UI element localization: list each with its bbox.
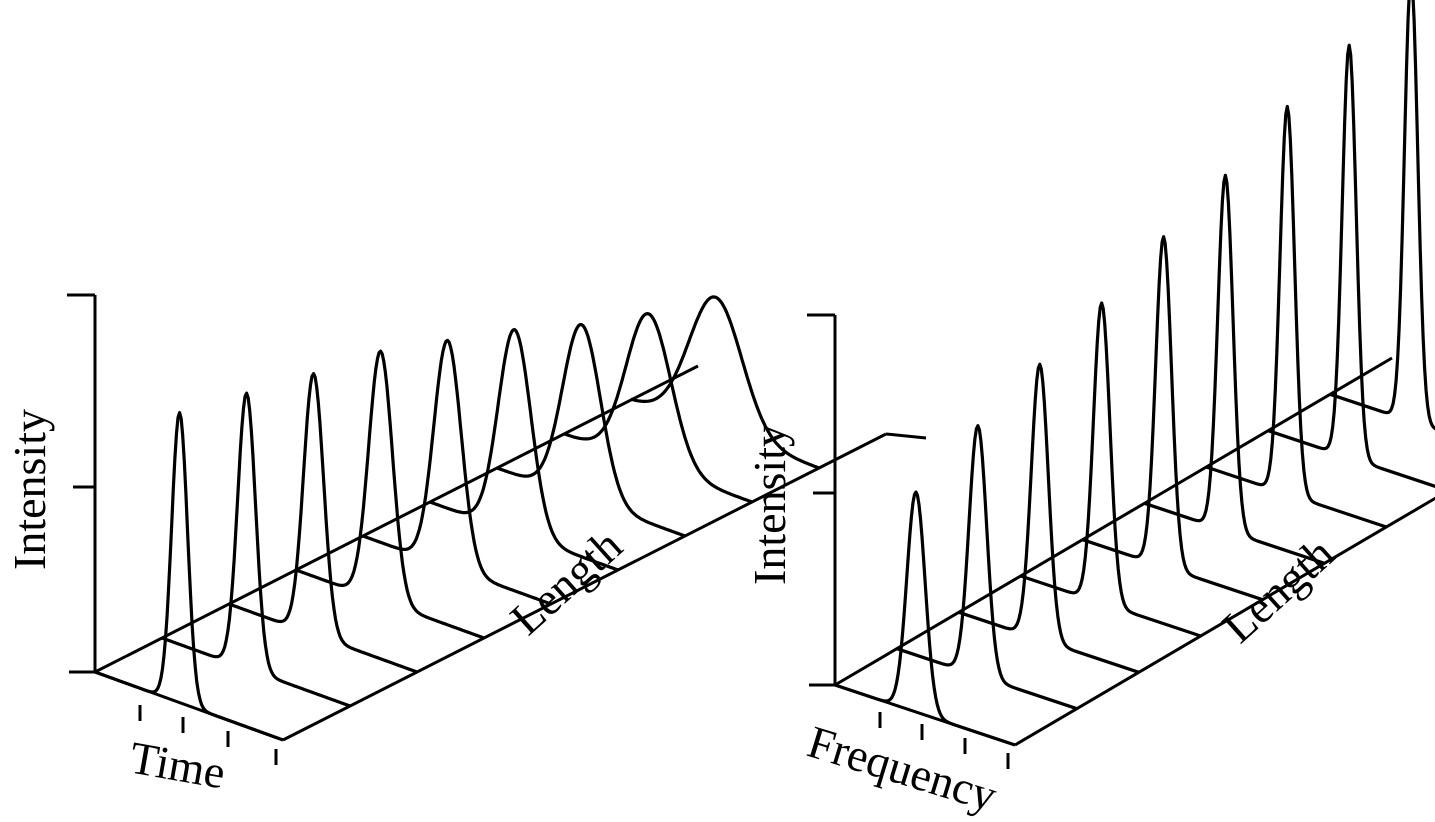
pulse-slice-2 [161, 391, 351, 708]
frequency-waterfall-panel: Intensity Frequency Length [744, 0, 1435, 821]
time-axis-label: Time [126, 732, 229, 799]
pulse-slice-6 [1143, 173, 1325, 565]
pulse-slice-5 [362, 338, 552, 606]
pulse-slice-8 [563, 312, 753, 504]
pulse-slice-5 [1082, 235, 1264, 602]
pulse-slice-3 [228, 372, 418, 674]
time-intensity-label: Intensity [4, 409, 55, 570]
frequency-intensity-label: Intensity [744, 424, 795, 585]
length-axis-front [1014, 496, 1435, 747]
length-axis-end-tick [885, 432, 927, 440]
pulse-slice-6 [429, 328, 619, 572]
pulse-slice-1 [94, 411, 284, 742]
time-length-label: Length [501, 519, 632, 644]
pulse-slice-2 [896, 424, 1078, 711]
pulse-slice-7 [1205, 104, 1387, 529]
pulse-slice-4 [295, 349, 485, 640]
pulse-slice-4 [1020, 301, 1202, 638]
pulse-slice-1 [834, 490, 1016, 747]
length-axis-front [282, 432, 887, 742]
pulse-slice-9 [1329, 0, 1435, 431]
pulse-slice-3 [958, 362, 1140, 674]
pulse-slice-8 [1267, 43, 1435, 488]
pulse-slice-7 [496, 323, 686, 538]
pulse-slice-9 [630, 295, 820, 470]
